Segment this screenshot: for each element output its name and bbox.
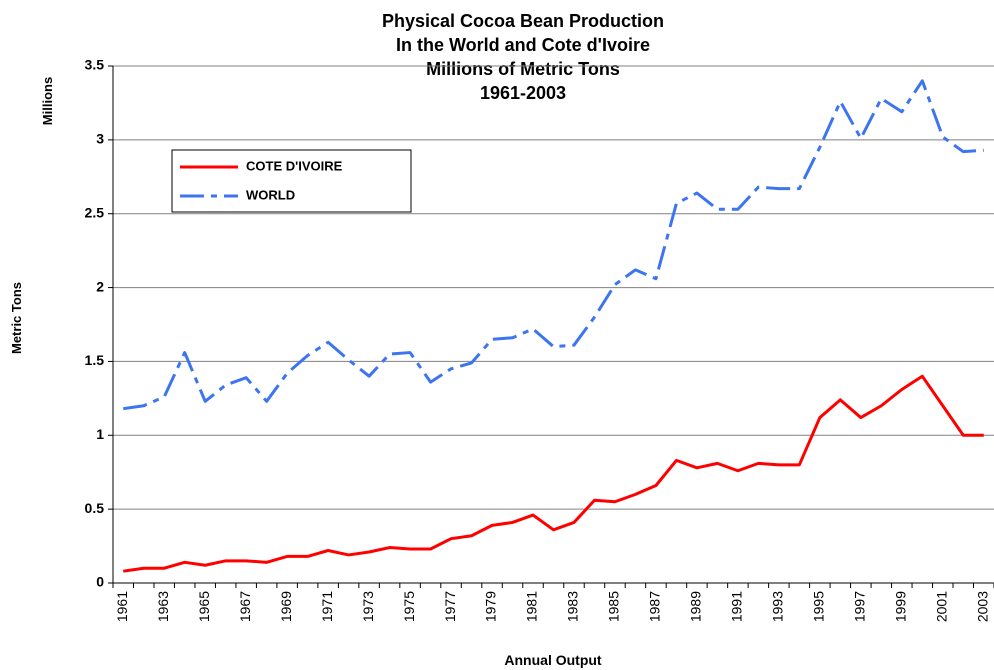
- y-tick-label: 3.5: [85, 57, 105, 73]
- x-tick-label: 1999: [893, 591, 909, 622]
- x-tick-label: 1995: [811, 591, 827, 622]
- y-tick-label: 0.5: [85, 500, 105, 516]
- x-tick-label: 1965: [196, 591, 212, 622]
- y-tick-label: 0: [96, 574, 104, 590]
- x-tick-label: 1997: [852, 591, 868, 622]
- x-axis-label: Annual Output: [504, 652, 602, 668]
- x-tick-label: 1979: [483, 591, 499, 622]
- x-tick-label: 1987: [647, 591, 663, 622]
- x-tick-label: 2003: [974, 591, 990, 622]
- chart-title: In the World and Cote d'Ivoire: [396, 35, 650, 55]
- legend-box: [171, 149, 412, 213]
- x-tick-label: 1983: [565, 591, 581, 622]
- chart-title: Physical Cocoa Bean Production: [382, 11, 664, 31]
- y-tick-label: 2: [96, 278, 104, 294]
- x-tick-label: 1991: [729, 591, 745, 622]
- chart-title: 1961-2003: [480, 83, 566, 103]
- series-line: [123, 374, 984, 573]
- x-tick-label: 1967: [237, 591, 253, 622]
- x-tick-label: 1973: [360, 591, 376, 622]
- x-tick-label: 1969: [278, 591, 294, 622]
- x-tick-label: 1993: [770, 591, 786, 622]
- x-tick-label: 1981: [524, 591, 540, 622]
- y-tick-label: 1.5: [85, 352, 105, 368]
- y-axis-label: Metric Tons: [9, 282, 24, 354]
- x-tick-label: 1975: [401, 591, 417, 622]
- x-tick-label: 1971: [319, 591, 335, 622]
- y-unit-label: Millions: [40, 77, 55, 125]
- legend-label: WORLD: [246, 187, 295, 202]
- x-tick-label: 1985: [606, 591, 622, 622]
- legend-label: COTE D'IVOIRE: [246, 158, 343, 173]
- y-tick-label: 1: [96, 426, 104, 442]
- y-tick-label: 3: [96, 131, 104, 147]
- x-tick-label: 1963: [155, 591, 171, 622]
- chart-title: Millions of Metric Tons: [426, 59, 620, 79]
- series-line: [123, 79, 984, 411]
- x-tick-label: 1977: [442, 591, 458, 622]
- y-tick-label: 2.5: [85, 204, 105, 220]
- x-tick-label: 1961: [114, 591, 130, 622]
- x-tick-label: 1989: [688, 591, 704, 622]
- x-tick-label: 2001: [933, 591, 949, 622]
